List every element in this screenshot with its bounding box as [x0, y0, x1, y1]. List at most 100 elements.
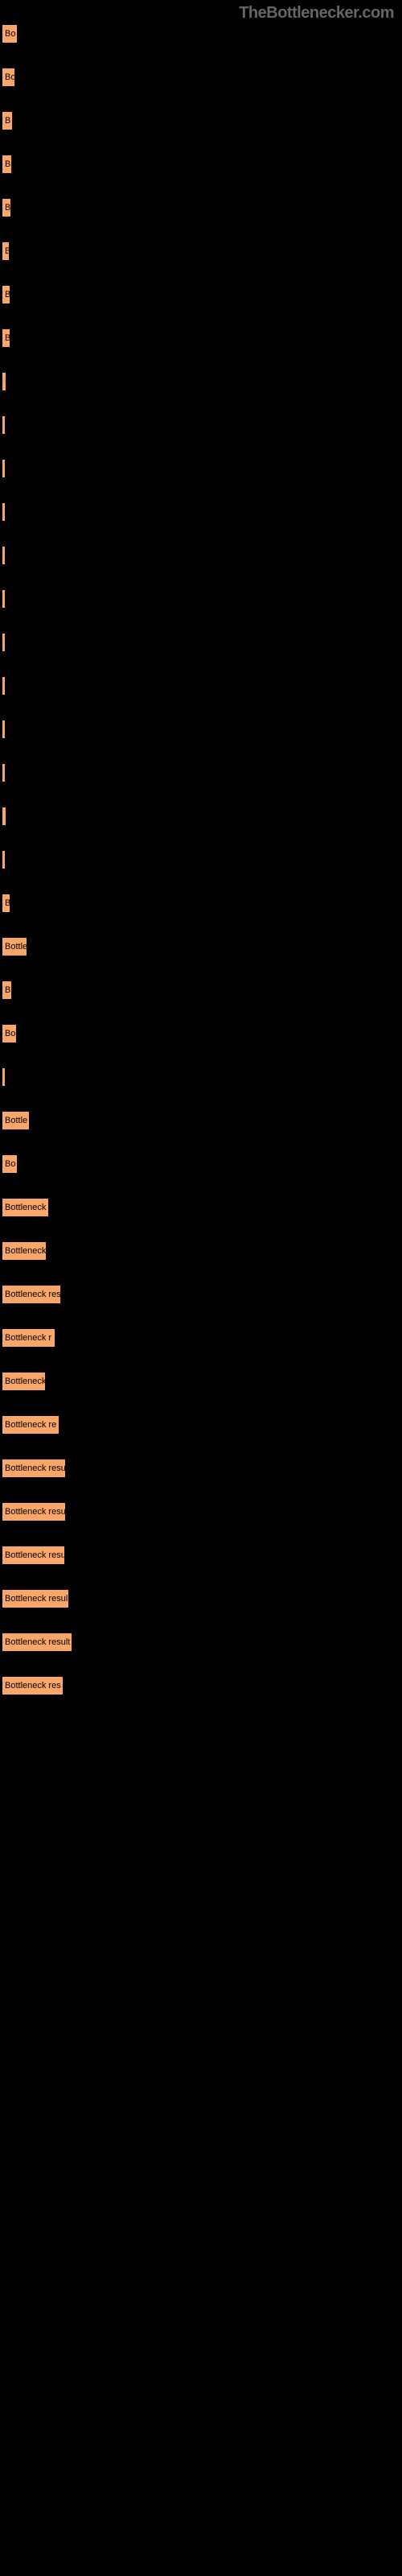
bar: B: [2, 111, 13, 130]
bar-row: Bo: [2, 68, 402, 87]
bar-label: Bottleneck res: [5, 1681, 61, 1690]
bar: Bottleneck resu: [2, 1459, 66, 1478]
bar: [2, 1067, 6, 1087]
bar: Bottleneck res: [2, 1285, 61, 1304]
bar-row: Bottleneck: [2, 1241, 402, 1261]
bar: Bottleneck result: [2, 1633, 72, 1652]
bar-row: Bo: [2, 1154, 402, 1174]
bar-row: Bottleneck result: [2, 1633, 402, 1652]
bar: Bottleneck: [2, 1198, 49, 1217]
bar: Bottleneck re: [2, 1415, 59, 1435]
bar-row: B: [2, 198, 402, 217]
bar: [2, 676, 6, 696]
bar-row: Bo: [2, 1024, 402, 1043]
bar-row: [2, 459, 402, 478]
bar-label: Bottleneck resul: [5, 1594, 68, 1604]
bar-label: B: [5, 246, 10, 256]
bar: [2, 502, 6, 522]
bar-row: Bottleneck re: [2, 1415, 402, 1435]
bar-label: Bottleneck: [5, 1377, 46, 1386]
bar-row: B: [2, 242, 402, 261]
bar-row: Bottleneck resu: [2, 1546, 402, 1565]
bar-label: B: [5, 203, 10, 213]
bar: [2, 633, 6, 652]
bar: [2, 459, 6, 478]
bar: B: [2, 980, 12, 1000]
bar-label: Bottleneck result: [5, 1637, 70, 1647]
bar-label: B: [5, 898, 10, 908]
bar-label: B: [5, 377, 6, 386]
bar-row: B: [2, 111, 402, 130]
bar-row: [2, 720, 402, 739]
bar-label: Bottleneck: [5, 1246, 46, 1256]
bar-label: B: [5, 116, 10, 126]
bar: B: [2, 328, 10, 348]
bar: Bottleneck res: [2, 1676, 64, 1695]
bar-row: Bo: [2, 24, 402, 43]
site-watermark: TheBottlenecker.com: [239, 4, 394, 23]
bar: [2, 850, 6, 869]
bar-label: Bottleneck resu: [5, 1550, 65, 1560]
bar-row: [2, 589, 402, 609]
bar-label: Bo: [5, 72, 15, 82]
bar: [2, 546, 6, 565]
bar-row: [2, 807, 402, 826]
bar-label: Bo: [5, 29, 15, 39]
bar: Bottleneck: [2, 1372, 46, 1391]
bar: B: [2, 285, 10, 304]
bar: Bo: [2, 24, 18, 43]
bar-label: B: [5, 290, 10, 299]
bar-row: Bottle: [2, 937, 402, 956]
bar-row: [2, 633, 402, 652]
bar-label: B: [5, 985, 10, 995]
bar-label: Bo: [5, 1159, 15, 1169]
bar: [2, 720, 6, 739]
bar-row: [2, 676, 402, 696]
bar-row: B: [2, 328, 402, 348]
bar: [2, 763, 6, 782]
bar-row: [2, 1067, 402, 1087]
bar-row: Bottleneck r: [2, 1328, 402, 1348]
bar: Bo: [2, 1154, 18, 1174]
bar: B: [2, 894, 10, 913]
bar-label: Bottleneck re: [5, 1420, 56, 1430]
bar-row: [2, 415, 402, 435]
bar-label: B: [5, 159, 10, 169]
bar-row: Bottleneck: [2, 1198, 402, 1217]
bar-row: B: [2, 155, 402, 174]
bar-label: Bottleneck resu: [5, 1463, 66, 1473]
bar-label: Bottleneck resu: [5, 1507, 66, 1517]
bar-row: [2, 546, 402, 565]
bar-row: Bottle: [2, 1111, 402, 1130]
bar-row: [2, 763, 402, 782]
bar: B: [2, 372, 6, 391]
bar-row: Bottleneck resul: [2, 1589, 402, 1608]
bar-row: Bottleneck res: [2, 1285, 402, 1304]
bar-label: Bottleneck res: [5, 1290, 61, 1299]
bar: [2, 589, 6, 609]
bar-row: B: [2, 980, 402, 1000]
bar: Bottleneck resu: [2, 1546, 65, 1565]
bar-row: B: [2, 285, 402, 304]
bar: Bo: [2, 68, 15, 87]
bar: Bo: [2, 1024, 17, 1043]
bar-label: Bottleneck: [5, 1203, 46, 1212]
bar: [2, 807, 6, 826]
bar: Bottleneck resul: [2, 1589, 69, 1608]
bar-row: [2, 502, 402, 522]
bar: Bottleneck: [2, 1241, 47, 1261]
bar-label: Bottle: [5, 1116, 27, 1125]
bars-container: Bo Bo B B B B B B B B Bottle B Bo Bottle Bo Bottleneck B…: [0, 0, 402, 1695]
bar: Bottle: [2, 1111, 30, 1130]
bar-row: [2, 850, 402, 869]
bar-row: Bottleneck: [2, 1372, 402, 1391]
bar-label: Bottleneck r: [5, 1333, 51, 1343]
bar: B: [2, 198, 11, 217]
bar-label: Bo: [5, 1029, 15, 1038]
bar-row: B: [2, 894, 402, 913]
bar: Bottle: [2, 937, 27, 956]
bar: Bottleneck r: [2, 1328, 55, 1348]
bar: [2, 415, 6, 435]
bar-row: Bottleneck resu: [2, 1502, 402, 1521]
bar-label: Bottle: [5, 942, 27, 952]
